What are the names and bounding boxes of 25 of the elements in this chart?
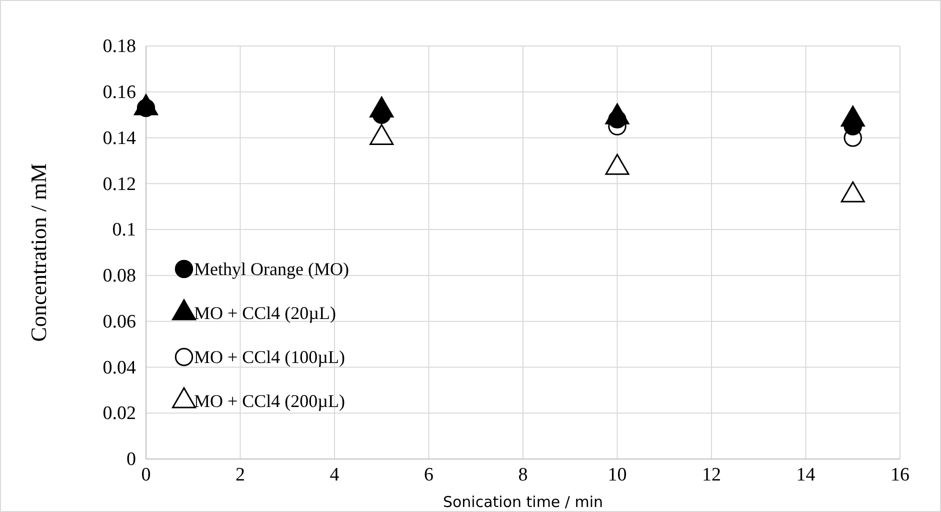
x-tick-label: 14 <box>796 464 816 486</box>
x-tick-label: 16 <box>890 464 910 486</box>
x-axis-title: Sonication time / min <box>442 493 604 511</box>
x-tick-label: 8 <box>518 464 528 486</box>
y-tick-label: 0.02 <box>102 403 136 424</box>
y-tick-label: 0.18 <box>102 36 136 58</box>
y-tick-label: 0.16 <box>102 82 136 103</box>
legend-label: MO + CCl4 (20µL) <box>194 303 336 323</box>
legend-label: MO + CCl4 (200µL) <box>194 391 346 411</box>
y-tick-label: 0.1 <box>112 220 136 241</box>
legend-label: Methyl Orange (MO) <box>194 259 349 279</box>
y-axis-title: Concentration / mM <box>26 163 51 342</box>
y-tick-label: 0.08 <box>102 266 136 287</box>
y-tick-label: 0 <box>126 449 136 470</box>
x-tick-label: 12 <box>702 464 721 486</box>
x-tick-label: 2 <box>236 464 245 486</box>
x-tick-label: 10 <box>608 464 627 486</box>
legend-label: MO + CCl4 (100µL) <box>194 347 346 367</box>
x-tick-label: 6 <box>424 464 434 486</box>
y-tick-label: 0.12 <box>102 174 136 195</box>
y-tick-label: 0.04 <box>102 357 136 378</box>
x-tick-label: 0 <box>141 464 151 486</box>
y-tick-label: 0.06 <box>102 311 136 332</box>
x-tick-label: 4 <box>330 464 340 486</box>
y-tick-label: 0.14 <box>102 128 136 149</box>
